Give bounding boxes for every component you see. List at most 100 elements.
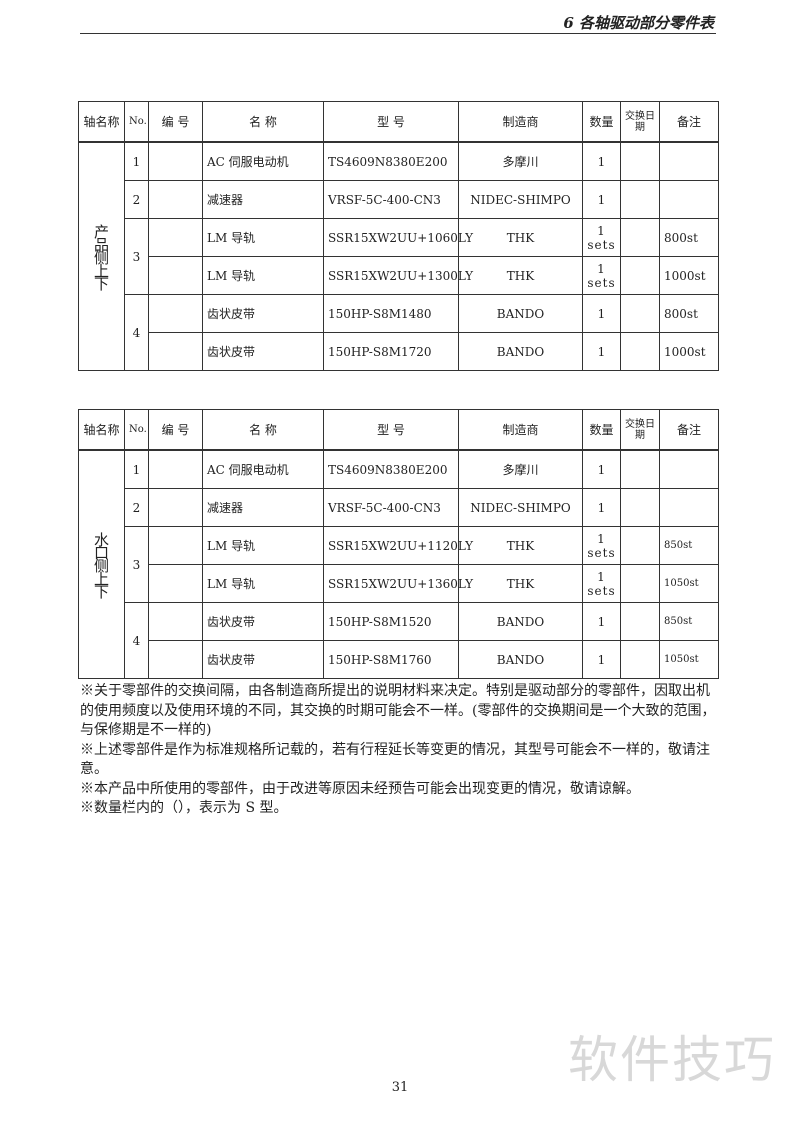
maker-cell: THK bbox=[458, 256, 583, 295]
code-cell bbox=[148, 449, 203, 489]
maker-cell: 多摩川 bbox=[458, 449, 583, 489]
table-row: 4 齿状皮带 150HP-S8M1520 BANDO 1 850st bbox=[79, 602, 719, 679]
item-no-cell: 1 bbox=[124, 449, 149, 489]
name-cell: LM 导轨 bbox=[202, 218, 324, 257]
note-cell: 800st bbox=[659, 294, 719, 333]
table-row: 3 LM 导轨 SSR15XW2UU+1060LY THK 1 sets 800st bbox=[79, 218, 719, 295]
name-cell: LM 导轨 bbox=[202, 526, 324, 565]
maker-cell: THK bbox=[458, 564, 583, 603]
note: ※数量栏内的（），表示为 S 型。 bbox=[80, 800, 288, 816]
parts-table-2: 轴名称 No. 编 号名 称型 号制造商 数量 交换日期 备注 水口侧上下 1 AC 伺服电动机… bbox=[78, 409, 719, 679]
date-cell bbox=[620, 449, 660, 489]
note-cell: 800st bbox=[659, 218, 719, 257]
qty-cell: 1 sets bbox=[582, 564, 621, 603]
code-cell bbox=[148, 256, 203, 295]
table-row: 2 减速器 VRSF-5C-400-CN3 NIDEC-SHIMPO 1 bbox=[79, 488, 719, 527]
maker-cell: BANDO bbox=[458, 294, 583, 333]
name-cell: 齿状皮带 bbox=[202, 332, 324, 371]
maker-cell: THK bbox=[458, 526, 583, 565]
table-row: 2 减速器 VRSF-5C-400-CN3 NIDEC-SHIMPO 1 bbox=[79, 180, 719, 219]
qty-cell: 1 sets bbox=[582, 218, 621, 257]
code-cell bbox=[148, 564, 203, 603]
model-cell: 150HP-S8M1520 bbox=[323, 602, 459, 641]
date-cell bbox=[620, 332, 660, 371]
header-rule bbox=[80, 33, 716, 34]
column-header: 编 号 bbox=[148, 101, 203, 143]
maker-cell: NIDEC-SHIMPO bbox=[458, 488, 583, 527]
code-cell bbox=[148, 640, 203, 679]
code-cell bbox=[148, 602, 203, 641]
name-cell: 齿状皮带 bbox=[202, 294, 324, 333]
table-header-row: 轴名称 No. 编 号名 称型 号制造商 数量 交换日期 备注 bbox=[78, 409, 719, 451]
note-cell: 850st bbox=[659, 526, 719, 565]
item-no-cell: 3 bbox=[124, 218, 149, 295]
qty-cell: 1 bbox=[582, 488, 621, 527]
note-cell bbox=[659, 141, 719, 181]
column-header: 数量 bbox=[582, 101, 621, 143]
table-row: 产品侧上下 1 AC 伺服电动机 TS4609N8380E200 多摩川 1 bbox=[78, 141, 719, 371]
column-header: 交换日期 bbox=[620, 101, 660, 143]
note: ※关于零部件的交换间隔，由各制造商所提出的说明材料来决定。特别是驱动部分的零部件… bbox=[80, 683, 716, 738]
qty-cell: 1 bbox=[582, 449, 621, 489]
column-header: 数量 bbox=[582, 409, 621, 451]
note-cell: 1050st bbox=[659, 640, 719, 679]
axis-name-cell: 产品侧上下 bbox=[78, 141, 125, 371]
maker-cell: BANDO bbox=[458, 640, 583, 679]
column-header: 编 号 bbox=[148, 409, 203, 451]
date-cell bbox=[620, 564, 660, 603]
maker-cell: NIDEC-SHIMPO bbox=[458, 180, 583, 219]
qty-cell: 1 bbox=[582, 640, 621, 679]
column-header: 备注 bbox=[659, 409, 719, 451]
maker-cell: BANDO bbox=[458, 332, 583, 371]
table-row: 齿状皮带 150HP-S8M1720 BANDO 1 1000st bbox=[79, 332, 719, 371]
note-cell: 1000st bbox=[659, 256, 719, 295]
column-header: 交换日期 bbox=[620, 409, 660, 451]
note-cell: 1000st bbox=[659, 332, 719, 371]
model-cell: SSR15XW2UU+1300LY bbox=[323, 256, 473, 295]
page-header-title: 6 各轴驱动部分零件表 bbox=[563, 14, 714, 32]
notes: ※关于零部件的交换间隔，由各制造商所提出的说明材料来决定。特别是驱动部分的零部件… bbox=[80, 682, 720, 819]
model-cell: TS4609N8380E200 bbox=[323, 449, 459, 489]
date-cell bbox=[620, 180, 660, 219]
maker-cell: 多摩川 bbox=[458, 141, 583, 181]
model-cell: SSR15XW2UU+1120LY bbox=[323, 526, 473, 565]
date-cell bbox=[620, 602, 660, 641]
qty-cell: 1 bbox=[582, 141, 621, 181]
column-header: 名 称 bbox=[202, 101, 324, 143]
note-cell bbox=[659, 488, 719, 527]
table-row: LM 导轨 SSR15XW2UU+1300LY THK 1 sets 1000st bbox=[79, 256, 719, 295]
note-cell: 850st bbox=[659, 602, 719, 641]
code-cell bbox=[148, 141, 203, 181]
model-cell: VRSF-5C-400-CN3 bbox=[323, 180, 459, 219]
column-header: 备注 bbox=[659, 101, 719, 143]
table-row: LM 导轨 SSR15XW2UU+1360LY THK 1 sets 1050st bbox=[79, 564, 719, 603]
qty-cell: 1 sets bbox=[582, 256, 621, 295]
column-header: 名 称 bbox=[202, 409, 324, 451]
date-cell bbox=[620, 488, 660, 527]
code-cell bbox=[148, 218, 203, 257]
column-header: 型 号 bbox=[323, 101, 459, 143]
qty-cell: 1 bbox=[582, 180, 621, 219]
name-cell: 减速器 bbox=[202, 488, 324, 527]
model-cell: SSR15XW2UU+1060LY bbox=[323, 218, 473, 257]
model-cell: VRSF-5C-400-CN3 bbox=[323, 488, 459, 527]
item-no-cell: 3 bbox=[124, 526, 149, 603]
date-cell bbox=[620, 640, 660, 679]
column-header: 轴名称 bbox=[78, 409, 125, 451]
table-row: 3 LM 导轨 SSR15XW2UU+1120LY THK 1 sets 850st bbox=[79, 526, 719, 603]
table-row: 水口侧上下 1 AC 伺服电动机 TS4609N8380E200 多摩川 1 bbox=[78, 449, 719, 679]
name-cell: LM 导轨 bbox=[202, 564, 324, 603]
qty-cell: 1 bbox=[582, 294, 621, 333]
model-cell: SSR15XW2UU+1360LY bbox=[323, 564, 473, 603]
date-cell bbox=[620, 294, 660, 333]
column-header: 型 号 bbox=[323, 409, 459, 451]
axis-name-cell: 水口侧上下 bbox=[78, 449, 125, 679]
column-header: 制造商 bbox=[458, 101, 583, 143]
date-cell bbox=[620, 526, 660, 565]
note: ※上述零部件是作为标准规格所记载的，若有行程延长等变更的情况，其型号可能会不一样… bbox=[80, 741, 710, 778]
column-header: No. bbox=[124, 409, 149, 451]
name-cell: LM 导轨 bbox=[202, 256, 324, 295]
model-cell: 150HP-S8M1760 bbox=[323, 640, 459, 679]
model-cell: 150HP-S8M1480 bbox=[323, 294, 459, 333]
parts-table-1: 轴名称 No. 编 号名 称型 号制造商 数量 交换日期 备注 产品侧上下 1 AC 伺服电动机… bbox=[78, 101, 719, 371]
